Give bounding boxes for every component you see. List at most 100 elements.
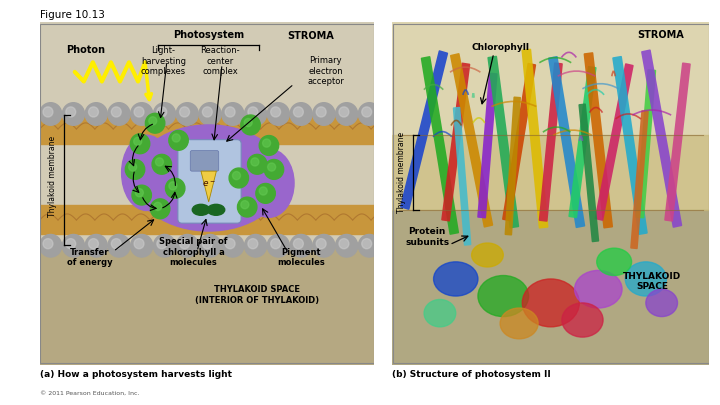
Circle shape [202, 239, 212, 249]
Circle shape [336, 103, 358, 125]
Circle shape [222, 103, 244, 125]
Circle shape [85, 234, 107, 257]
Text: Pigment
molecules: Pigment molecules [277, 248, 325, 267]
FancyBboxPatch shape [636, 69, 656, 218]
FancyBboxPatch shape [578, 103, 599, 242]
Circle shape [152, 154, 171, 174]
Ellipse shape [122, 135, 172, 211]
Circle shape [248, 154, 267, 174]
Circle shape [89, 107, 99, 117]
FancyBboxPatch shape [477, 72, 498, 218]
Circle shape [256, 183, 275, 203]
FancyBboxPatch shape [400, 50, 448, 210]
Circle shape [168, 130, 188, 150]
FancyBboxPatch shape [612, 56, 648, 235]
Circle shape [268, 163, 276, 171]
Circle shape [339, 239, 349, 249]
Circle shape [130, 103, 153, 125]
Circle shape [176, 234, 198, 257]
Circle shape [108, 103, 130, 125]
Circle shape [271, 107, 281, 117]
FancyBboxPatch shape [453, 107, 472, 246]
Ellipse shape [192, 205, 210, 215]
Polygon shape [201, 171, 217, 202]
Circle shape [240, 115, 260, 135]
Text: Reaction-
center
complex: Reaction- center complex [201, 46, 240, 76]
Circle shape [336, 234, 358, 257]
FancyBboxPatch shape [568, 66, 597, 218]
Ellipse shape [472, 243, 503, 267]
Ellipse shape [424, 299, 456, 327]
Circle shape [240, 200, 249, 209]
FancyBboxPatch shape [450, 53, 493, 228]
Circle shape [263, 139, 271, 147]
Text: STROMA: STROMA [637, 30, 684, 40]
Bar [392, 211, 709, 364]
Circle shape [132, 185, 151, 205]
Circle shape [63, 234, 84, 257]
Circle shape [40, 103, 62, 125]
Text: Photosystem: Photosystem [173, 30, 244, 40]
FancyBboxPatch shape [190, 151, 219, 171]
Text: (b) Structure of photosystem II: (b) Structure of photosystem II [392, 370, 551, 379]
Circle shape [267, 103, 289, 125]
Circle shape [66, 107, 76, 117]
Circle shape [176, 103, 198, 125]
Circle shape [233, 171, 240, 180]
FancyBboxPatch shape [441, 62, 470, 222]
Circle shape [361, 239, 372, 249]
Circle shape [166, 178, 185, 198]
Text: Light-
harvesting
complexes: Light- harvesting complexes [141, 46, 186, 76]
Circle shape [134, 137, 142, 145]
Circle shape [238, 197, 257, 217]
Circle shape [43, 239, 53, 249]
Ellipse shape [575, 271, 622, 308]
Circle shape [135, 189, 143, 197]
Circle shape [199, 234, 221, 257]
Circle shape [134, 239, 144, 249]
Circle shape [43, 107, 53, 117]
Text: Figure 10.13: Figure 10.13 [40, 10, 104, 20]
Circle shape [129, 163, 137, 171]
Circle shape [267, 234, 289, 257]
FancyBboxPatch shape [539, 62, 563, 222]
Text: Thylakoid membrane: Thylakoid membrane [397, 132, 406, 213]
Circle shape [312, 234, 335, 257]
Bar [40, 205, 374, 234]
Ellipse shape [433, 262, 478, 296]
Circle shape [316, 239, 326, 249]
Circle shape [153, 234, 176, 257]
Text: Photon: Photon [66, 45, 105, 55]
Ellipse shape [562, 303, 603, 337]
Circle shape [202, 107, 212, 117]
Ellipse shape [478, 275, 528, 317]
Circle shape [157, 107, 167, 117]
Circle shape [271, 239, 281, 249]
Circle shape [179, 239, 189, 249]
Circle shape [112, 107, 121, 117]
Text: $e^-$: $e^-$ [202, 179, 215, 189]
Circle shape [85, 103, 107, 125]
Circle shape [145, 113, 165, 133]
Bar [40, 248, 374, 364]
Text: © 2011 Pearson Education, Inc.: © 2011 Pearson Education, Inc. [40, 391, 139, 396]
FancyBboxPatch shape [584, 52, 613, 228]
FancyBboxPatch shape [665, 62, 690, 222]
FancyBboxPatch shape [502, 63, 536, 221]
FancyBboxPatch shape [521, 49, 549, 228]
Circle shape [222, 234, 244, 257]
Circle shape [248, 239, 258, 249]
Circle shape [112, 239, 121, 249]
Bar [40, 115, 374, 144]
Circle shape [259, 187, 267, 195]
Ellipse shape [207, 205, 225, 215]
Text: Thylakoid membrane: Thylakoid membrane [48, 136, 57, 217]
Ellipse shape [500, 308, 538, 339]
FancyBboxPatch shape [641, 49, 683, 228]
Ellipse shape [133, 125, 284, 231]
Circle shape [359, 103, 380, 125]
Circle shape [244, 118, 252, 127]
Text: STROMA: STROMA [287, 31, 334, 41]
Circle shape [312, 103, 335, 125]
Circle shape [108, 234, 130, 257]
